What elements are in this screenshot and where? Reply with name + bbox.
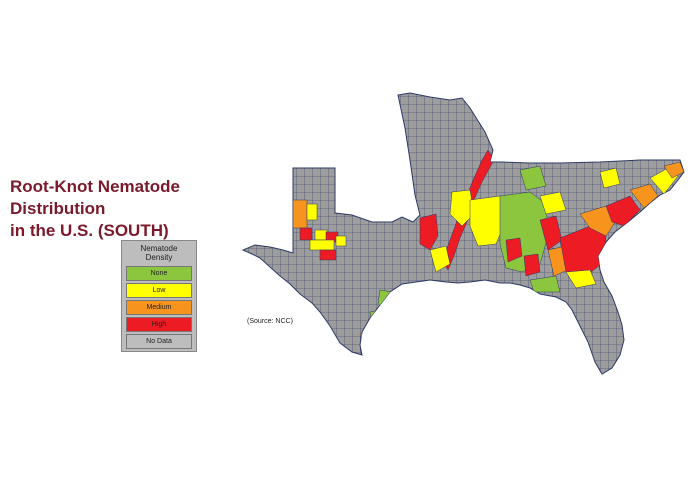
map-title-line2: in the U.S. (SOUTH) (10, 221, 169, 240)
legend-heading-line1: Nematode (140, 244, 178, 253)
legend-item-no-data: No Data (126, 334, 192, 349)
legend-item-high: High (126, 317, 192, 332)
legend-heading-line2: Density (145, 253, 173, 262)
legend-heading: Nematode Density (122, 241, 196, 266)
density-overlay-layer (292, 149, 684, 353)
map-title: Root-Knot Nematode Distribution in the U… (10, 176, 270, 242)
legend-item-none: None (126, 266, 192, 281)
density-legend: Nematode Density None Low Medium High No… (121, 240, 197, 352)
legend-item-medium: Medium (126, 300, 192, 315)
source-note: (Source: NCC) (247, 318, 293, 325)
map-title-line1: Root-Knot Nematode Distribution (10, 177, 180, 218)
legend-item-low: Low (126, 283, 192, 298)
